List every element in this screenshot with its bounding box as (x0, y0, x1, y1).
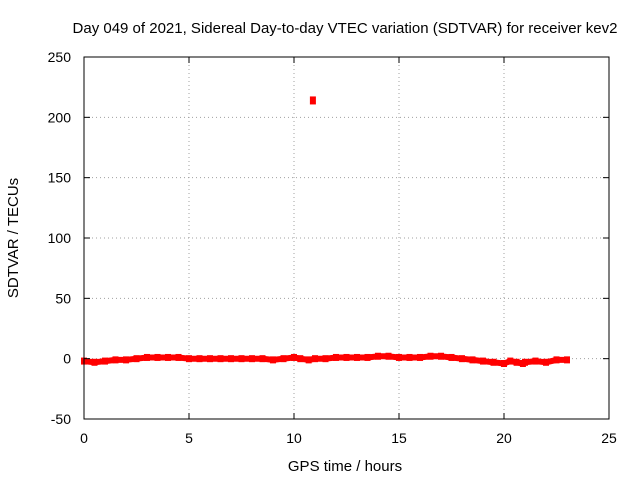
data-point (312, 355, 318, 363)
data-point (280, 355, 287, 363)
data-point (154, 353, 161, 361)
axis-ticks (83, 56, 610, 420)
data-point (112, 356, 119, 364)
data-point (507, 357, 514, 365)
data-point (207, 355, 213, 363)
y-tick-label: 0 (63, 351, 71, 367)
data-point (343, 353, 350, 361)
data-point (438, 352, 444, 360)
data-point (469, 356, 476, 364)
data-point (396, 353, 402, 361)
data-point (91, 358, 98, 366)
chart-title: Day 049 of 2021, Sidereal Day-to-day VTE… (73, 20, 618, 37)
x-axis-label: GPS time / hours (288, 458, 402, 475)
y-tick-label: 250 (48, 49, 72, 65)
data-point (513, 358, 520, 366)
data-point (448, 353, 455, 361)
data-point (291, 353, 297, 361)
data-point (305, 356, 312, 364)
data-point (217, 355, 224, 363)
y-tick-label: -50 (51, 411, 71, 427)
y-axis-label: SDTVAR / TECUs (5, 178, 22, 298)
data-point (186, 355, 192, 363)
data-point (553, 356, 560, 364)
data-point (564, 356, 570, 364)
data-point (354, 353, 360, 361)
data-point (270, 356, 276, 364)
data-point (249, 355, 255, 363)
data-point (522, 358, 528, 366)
y-tick-labels: -50 0 50 100 150 200 250 (48, 49, 72, 427)
data-point (196, 355, 203, 363)
x-tick-label: 5 (185, 430, 193, 446)
data-point (123, 356, 129, 364)
data-point (406, 353, 413, 361)
y-tick-label: 150 (48, 170, 72, 186)
x-tick-label: 25 (601, 430, 617, 446)
data-point (375, 352, 381, 360)
x-tick-label: 20 (496, 430, 512, 446)
x-tick-label: 0 (80, 430, 88, 446)
y-tick-label: 100 (48, 230, 72, 246)
data-point (309, 96, 316, 105)
data-point (297, 355, 304, 363)
data-point (427, 352, 434, 360)
data-point (165, 353, 171, 361)
data-point (501, 359, 507, 367)
data-point (259, 355, 266, 363)
data-point (175, 353, 182, 361)
data-point (322, 355, 329, 363)
data-point (459, 355, 465, 363)
data-point (385, 352, 392, 360)
y-tick-label: 50 (55, 290, 71, 306)
data-point (333, 353, 339, 361)
data-point (144, 353, 150, 361)
x-tick-label: 10 (286, 430, 302, 446)
data-series (81, 96, 570, 367)
grid (84, 57, 609, 419)
data-point (364, 353, 371, 361)
data-point (417, 353, 423, 361)
data-point (543, 358, 549, 366)
data-point (480, 357, 486, 365)
data-point (238, 355, 245, 363)
series-sdtvar (81, 96, 570, 367)
data-point (228, 355, 234, 363)
data-point (490, 358, 497, 366)
x-tick-labels: 0 5 10 15 20 25 (80, 430, 617, 446)
data-point (532, 357, 539, 365)
x-tick-label: 15 (391, 430, 407, 446)
y-tick-label: 200 (48, 109, 72, 125)
data-point (102, 357, 108, 365)
data-point (133, 355, 140, 363)
